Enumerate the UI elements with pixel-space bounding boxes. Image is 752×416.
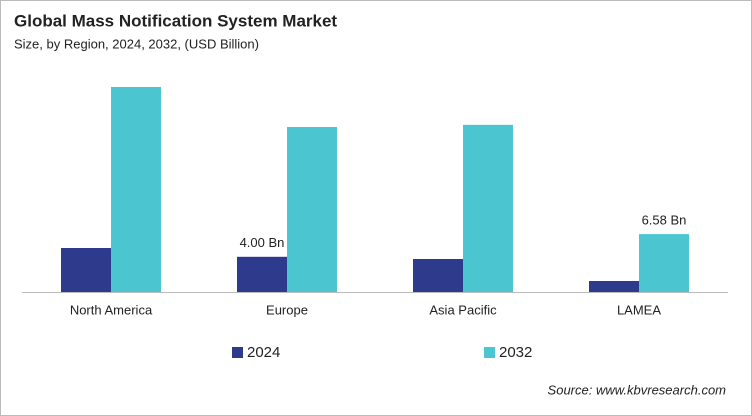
legend-label: 2032 <box>499 344 532 361</box>
value-label: 4.00 Bn <box>240 235 285 250</box>
x-tick-label: North America <box>70 302 153 317</box>
chart-title: Global Mass Notification System Market <box>14 11 337 30</box>
x-tick-label: Asia Pacific <box>429 302 497 317</box>
bar <box>111 87 161 292</box>
bar <box>287 127 337 292</box>
bar <box>413 259 463 292</box>
bar <box>639 234 689 292</box>
x-tick-label: LAMEA <box>617 302 661 317</box>
value-label: 6.58 Bn <box>642 213 687 228</box>
bar <box>61 248 111 292</box>
bar <box>463 124 513 293</box>
bar <box>237 256 287 292</box>
legend-swatch <box>232 347 243 358</box>
x-tick-label: Europe <box>266 302 308 317</box>
legend-swatch <box>484 347 495 358</box>
bar <box>589 281 639 292</box>
chart-subtitle: Size, by Region, 2024, 2032, (USD Billio… <box>14 36 259 51</box>
source: Source: www.kbvresearch.com <box>548 382 727 397</box>
legend-label: 2024 <box>247 344 280 361</box>
